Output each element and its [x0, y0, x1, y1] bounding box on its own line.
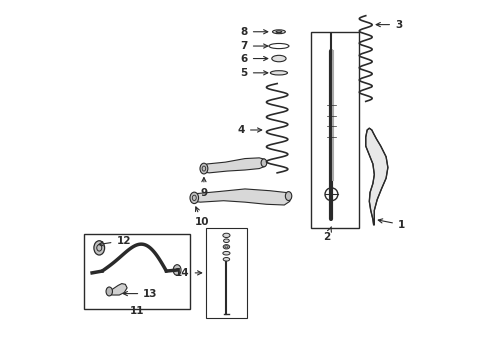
- Bar: [206, 228, 247, 318]
- Text: 12: 12: [99, 236, 131, 246]
- Ellipse shape: [272, 55, 286, 62]
- Ellipse shape: [223, 257, 230, 261]
- Bar: [311, 32, 359, 228]
- Ellipse shape: [223, 233, 230, 238]
- Text: 13: 13: [123, 289, 158, 298]
- Text: 14: 14: [175, 268, 202, 278]
- Ellipse shape: [106, 287, 113, 296]
- Text: 8: 8: [241, 27, 268, 37]
- Text: 10: 10: [195, 207, 209, 227]
- Ellipse shape: [223, 251, 230, 255]
- Ellipse shape: [261, 159, 267, 167]
- Text: 7: 7: [241, 41, 268, 51]
- Text: 11: 11: [130, 306, 145, 316]
- Ellipse shape: [190, 192, 198, 203]
- Ellipse shape: [272, 30, 285, 34]
- Polygon shape: [366, 128, 388, 225]
- Text: 5: 5: [241, 68, 268, 78]
- Text: 9: 9: [200, 177, 207, 198]
- Text: 2: 2: [323, 227, 331, 242]
- Ellipse shape: [200, 163, 208, 174]
- Ellipse shape: [285, 192, 292, 201]
- Ellipse shape: [223, 239, 229, 243]
- Ellipse shape: [94, 241, 104, 255]
- Bar: [84, 234, 190, 309]
- Text: 1: 1: [378, 219, 405, 230]
- Text: 6: 6: [241, 54, 268, 64]
- Polygon shape: [201, 158, 267, 173]
- Polygon shape: [107, 284, 127, 295]
- Ellipse shape: [173, 265, 181, 275]
- Polygon shape: [191, 189, 292, 205]
- Text: 4: 4: [238, 125, 262, 135]
- Ellipse shape: [270, 71, 288, 75]
- Text: 3: 3: [376, 19, 402, 30]
- Ellipse shape: [223, 245, 230, 249]
